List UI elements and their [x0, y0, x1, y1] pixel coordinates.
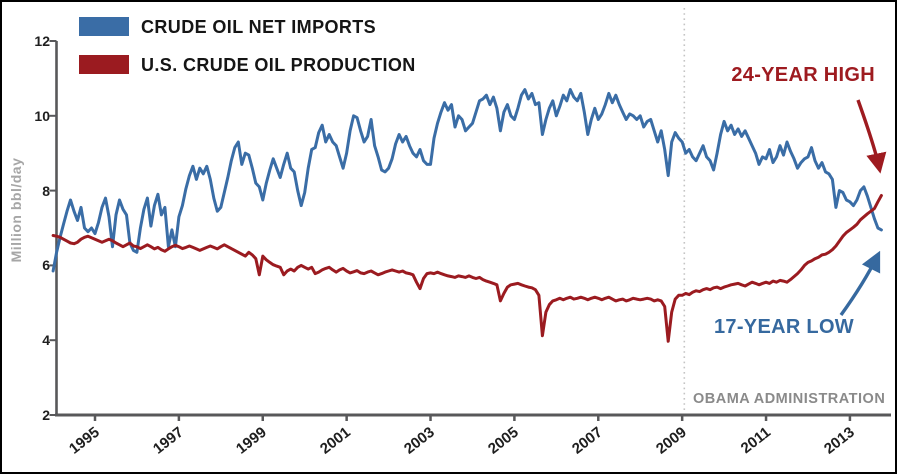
- production-legend-swatch: [79, 55, 129, 74]
- net-imports-legend-label: CRUDE OIL NET IMPORTS: [141, 17, 377, 37]
- annotation-24-year-high: 24-YEAR HIGH: [731, 64, 875, 86]
- y-tick-label-10: 10: [34, 107, 50, 124]
- annotation-17-year-low: 17-YEAR LOW: [714, 316, 854, 338]
- production-legend-label: U.S. CRUDE OIL PRODUCTION: [141, 55, 416, 75]
- y-tick-label-4: 4: [42, 332, 50, 349]
- y-axis-title: Million bbl/day: [8, 157, 24, 263]
- y-tick-label-12: 12: [34, 33, 50, 49]
- arrow-to-24-year-high: [856, 99, 887, 174]
- series-lines: [51, 88, 883, 343]
- net-imports-legend-swatch: [79, 17, 129, 36]
- y-tick-label-8: 8: [42, 182, 50, 199]
- series-line-net-imports: [51, 88, 883, 273]
- y-tick-label-2: 2: [42, 407, 50, 423]
- series-line-production: [51, 194, 883, 343]
- annotation-obama-administration: OBAMA ADMINISTRATION: [693, 391, 886, 407]
- axes: [49, 40, 891, 421]
- x-axis-ticks: [93, 414, 852, 421]
- y-tick-label-6: 6: [42, 257, 50, 274]
- arrow-to-17-year-low: [839, 250, 881, 316]
